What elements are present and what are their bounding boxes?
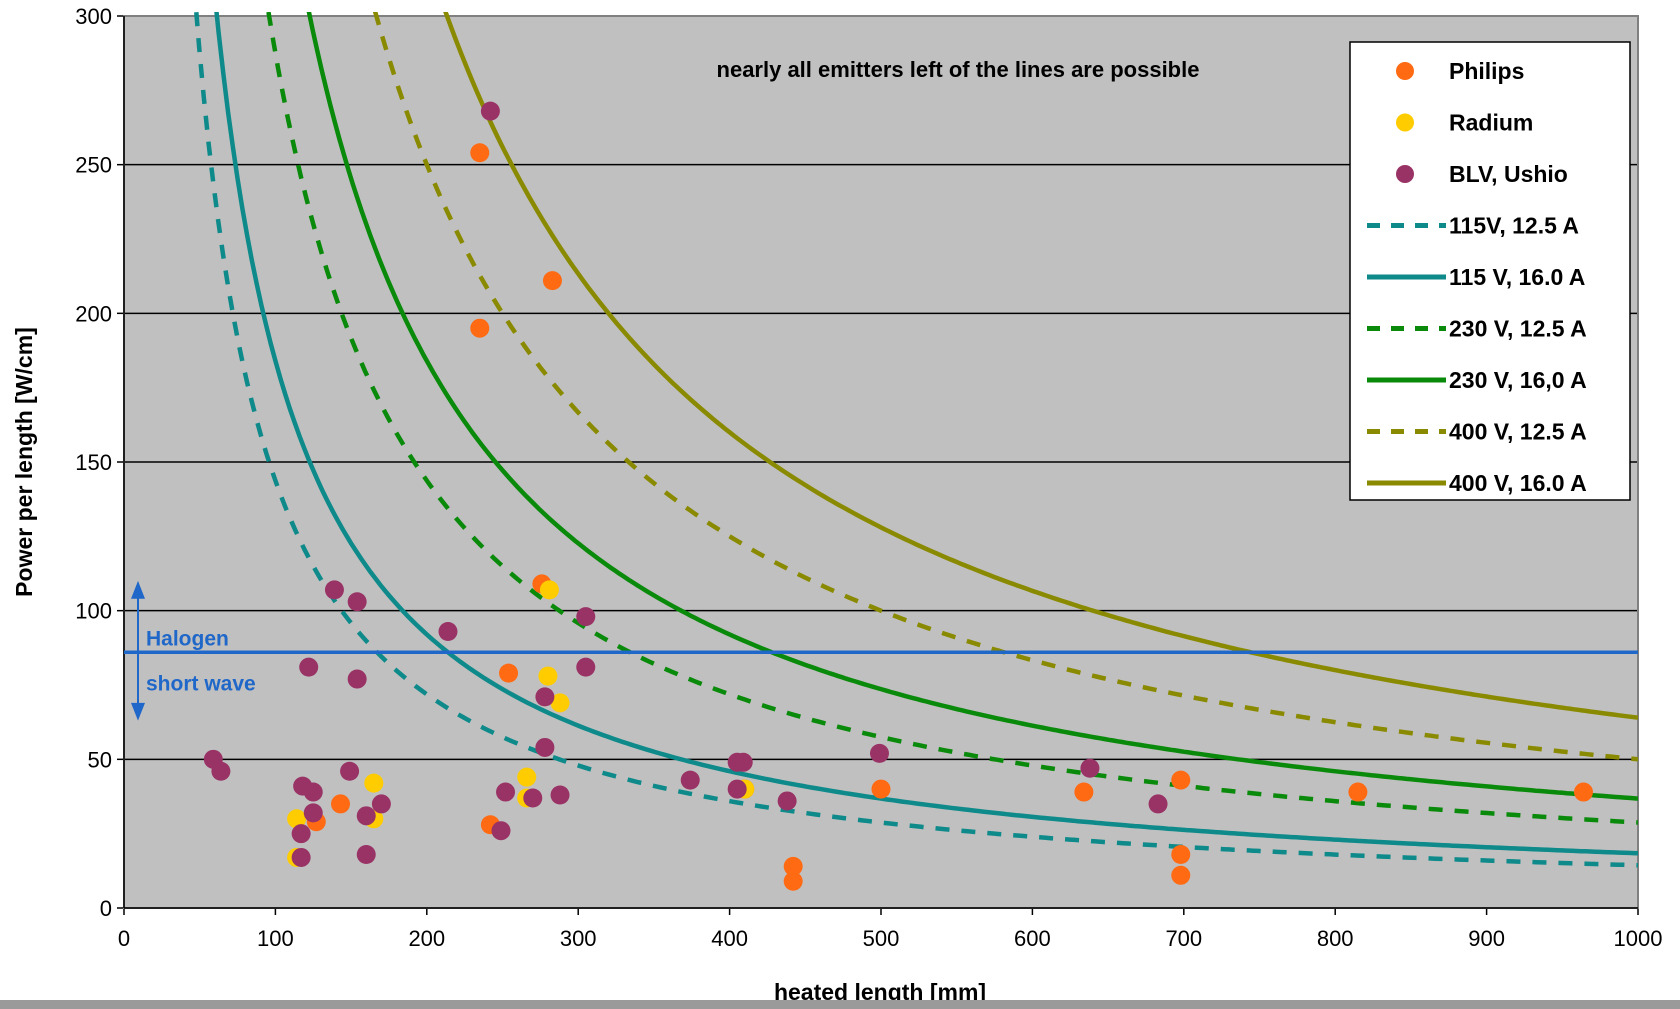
data-point: [576, 657, 596, 677]
data-point: [347, 592, 367, 612]
x-tick-label: 1000: [1614, 926, 1663, 951]
legend: Philips Radium BLV, Ushio 115V, 12.5 A 115 V…: [1349, 41, 1631, 501]
legend-box: [1349, 41, 1631, 501]
data-point: [356, 806, 376, 826]
data-point: [733, 752, 753, 772]
data-point: [550, 693, 570, 713]
data-point: [291, 847, 311, 867]
data-point: [1171, 844, 1191, 864]
data-point: [438, 621, 458, 641]
x-tick-label: 100: [257, 926, 294, 951]
y-tick-label: 250: [75, 153, 112, 178]
data-point: [1148, 794, 1168, 814]
data-point: [356, 844, 376, 864]
data-point: [291, 824, 311, 844]
short-wave-label: short wave: [146, 672, 256, 695]
data-point: [538, 666, 558, 686]
arrow-up-icon: [131, 580, 145, 599]
legend-marker: [1396, 165, 1414, 183]
data-point: [331, 794, 351, 814]
legend-label: 230 V, 12.5 A: [1449, 316, 1587, 342]
y-tick-label: 50: [88, 747, 112, 772]
axes: 0 50 100 150 200 250 300 0 100 200 300 400 500 600 700…: [75, 4, 1662, 951]
data-point: [499, 663, 519, 683]
data-point: [364, 773, 384, 793]
data-point: [491, 821, 511, 841]
data-point: [1573, 782, 1593, 802]
data-point: [680, 770, 700, 790]
data-point: [517, 767, 537, 787]
legend-label: Philips: [1449, 58, 1524, 84]
legend-marker: [1396, 62, 1414, 80]
data-point: [550, 785, 570, 805]
halogen-label: Halogen: [146, 627, 229, 650]
data-point: [1074, 782, 1094, 802]
series-line: [214, 12, 1638, 856]
data-point: [1171, 770, 1191, 790]
data-point: [340, 761, 360, 781]
y-axis-title: Power per length [W/cm]: [11, 327, 37, 597]
legend-label: BLV, Ushio: [1449, 161, 1568, 187]
curves: [194, 12, 1638, 868]
data-point: [535, 737, 555, 757]
data-point: [535, 687, 555, 707]
data-point: [496, 782, 516, 802]
x-tick-label: 700: [1165, 926, 1202, 951]
data-point: [727, 779, 747, 799]
data-point: [303, 782, 323, 802]
data-point: [347, 669, 367, 689]
y-tick-label: 150: [75, 450, 112, 475]
x-tick-label: 200: [408, 926, 445, 951]
legend-label: 115V, 12.5 A: [1449, 213, 1579, 239]
x-tick-label: 300: [560, 926, 597, 951]
legend-label: 230 V, 16,0 A: [1449, 367, 1587, 393]
data-point: [783, 871, 803, 891]
data-point: [576, 607, 596, 627]
series-line: [266, 12, 1638, 825]
data-point: [542, 271, 562, 291]
x-tick-label: 500: [863, 926, 900, 951]
x-tick-label: 600: [1014, 926, 1051, 951]
x-tick-label: 900: [1468, 926, 1505, 951]
x-tick-label: 400: [711, 926, 748, 951]
legend-label: 115 V, 16.0 A: [1449, 264, 1585, 290]
series-line: [443, 12, 1638, 720]
data-point: [539, 580, 559, 600]
y-tick-label: 200: [75, 301, 112, 326]
data-point: [1080, 758, 1100, 778]
scatter-points: [203, 101, 1593, 891]
series-line: [306, 12, 1638, 801]
data-point: [523, 788, 543, 808]
data-point: [470, 143, 490, 163]
data-point: [783, 856, 803, 876]
data-point: [211, 761, 231, 781]
data-point: [1348, 782, 1368, 802]
bottom-scrollbar: [0, 1000, 1680, 1009]
data-point: [480, 101, 500, 121]
legend-label: Radium: [1449, 110, 1533, 136]
y-tick-label: 100: [75, 599, 112, 624]
data-point: [1171, 865, 1191, 885]
legend-marker: [1396, 113, 1414, 132]
data-point: [871, 779, 891, 799]
data-point: [777, 791, 797, 811]
legend-label: 400 V, 12.5 A: [1449, 419, 1587, 445]
data-point: [371, 794, 391, 814]
y-tick-label: 300: [75, 4, 112, 29]
legend-label: 400 V, 16.0 A: [1449, 470, 1587, 496]
data-point: [299, 657, 319, 677]
x-tick-label: 800: [1317, 926, 1354, 951]
arrow-down-icon: [131, 702, 145, 721]
data-point: [303, 803, 323, 823]
series-line: [194, 12, 1638, 868]
data-point: [324, 580, 344, 600]
data-point: [470, 318, 490, 338]
data-point: [287, 809, 307, 829]
halogen-band: Halogen short wave: [124, 580, 1638, 721]
y-tick-label: 0: [100, 896, 112, 921]
annotation-text: nearly all emitters left of the lines ar…: [717, 57, 1200, 82]
x-tick-label: 0: [118, 926, 130, 951]
data-point: [869, 743, 889, 763]
